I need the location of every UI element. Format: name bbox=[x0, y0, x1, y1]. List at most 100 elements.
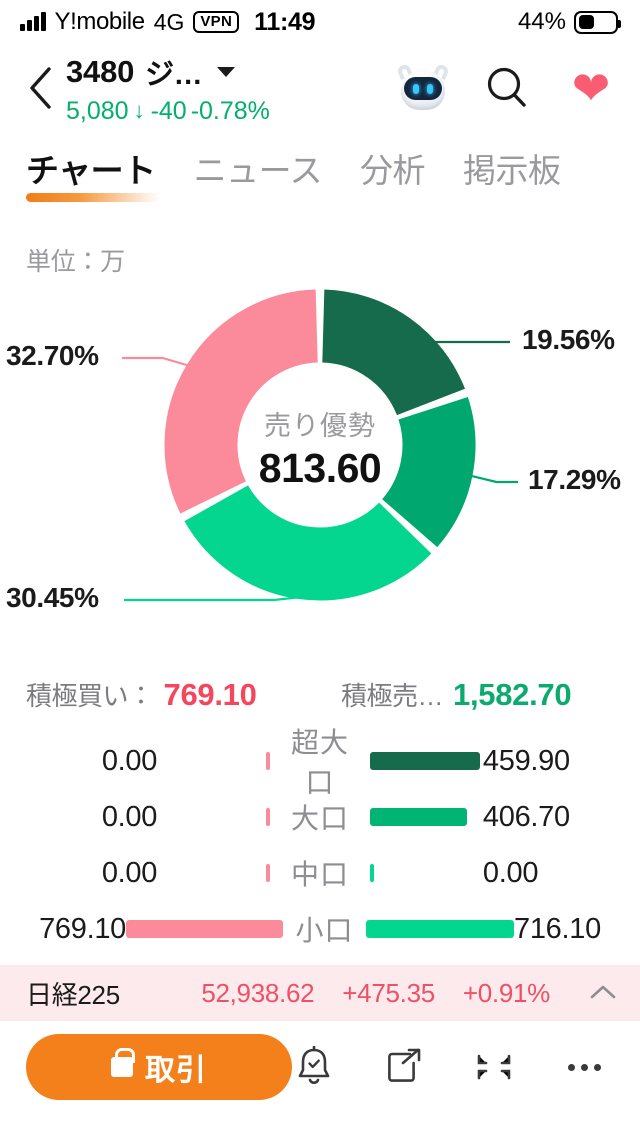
donut-segment bbox=[184, 484, 432, 601]
alert-button[interactable] bbox=[292, 1045, 336, 1089]
caret-down-icon[interactable] bbox=[217, 66, 236, 77]
collapse-icon bbox=[477, 1054, 511, 1080]
tab-news[interactable]: ニュース bbox=[193, 144, 323, 206]
search-button[interactable] bbox=[480, 61, 534, 115]
bar-row-buy-value: 0.00 bbox=[101, 856, 158, 889]
bar-row-label: 中口 bbox=[290, 859, 349, 890]
mascot-button[interactable] bbox=[395, 61, 451, 115]
trade-button[interactable]: 取引 bbox=[26, 1034, 292, 1100]
donut-label-17: 17.29% bbox=[528, 464, 621, 495]
summary-buy-value: 769.10 bbox=[163, 677, 257, 712]
symbol-code: 3480 bbox=[66, 53, 135, 89]
robot-bull-icon bbox=[395, 62, 451, 112]
order-summary: 積極買い： 769.10 積極売… 1,582.70 bbox=[0, 662, 640, 713]
symbol-name: ジ… bbox=[145, 58, 203, 91]
bar-row-sell-track bbox=[362, 864, 483, 882]
bar-row-buy-value: 769.10 bbox=[39, 912, 126, 945]
chevron-left-icon bbox=[30, 67, 51, 109]
battery-icon bbox=[574, 10, 621, 34]
status-bar: Y!mobile 4G VPN 11:49 44% bbox=[0, 0, 640, 44]
summary-sell: 積極売… 1,582.70 bbox=[325, 676, 640, 713]
bar-row-label: 超大口 bbox=[290, 727, 349, 798]
donut-segment bbox=[381, 397, 476, 548]
battery-percent-label: 44% bbox=[517, 8, 566, 35]
tab-analysis[interactable]: 分析 bbox=[360, 144, 426, 206]
leader-line bbox=[407, 318, 510, 344]
donut-chart: 売り優勢 813.60 19.56% 17.29% 30.45% 32.70% bbox=[0, 282, 640, 662]
signal-strength-icon bbox=[20, 12, 46, 31]
trade-button-label: 取引 bbox=[145, 1054, 207, 1087]
donut-label-19: 19.56% bbox=[522, 324, 615, 355]
bar-row-sell-value: 406.70 bbox=[482, 800, 570, 833]
bar-row: 0.00 中口 0.00 bbox=[0, 845, 640, 901]
donut-segments bbox=[164, 289, 476, 601]
share-button[interactable] bbox=[382, 1045, 426, 1089]
clock-label: 11:49 bbox=[254, 7, 316, 36]
tab-news-label: ニュース bbox=[193, 152, 323, 189]
donut-center-value: 813.60 bbox=[258, 445, 382, 491]
bar-row-sell-track bbox=[362, 808, 483, 826]
index-change-percent: +0.91% bbox=[462, 977, 550, 1008]
donut-segment bbox=[321, 289, 465, 417]
leader-line bbox=[124, 596, 301, 602]
bar-row-buy-value: 0.00 bbox=[101, 800, 158, 833]
unit-label: 単位：万 bbox=[26, 248, 125, 276]
bar-row-buy-bar bbox=[266, 808, 271, 826]
leader-line bbox=[122, 356, 189, 367]
donut-segment bbox=[164, 289, 319, 514]
lock-icon bbox=[111, 1048, 135, 1077]
donut-center-title: 売り優勢 bbox=[264, 411, 376, 441]
price-row: 5,080 ↓ -40 -0.78% bbox=[66, 97, 270, 126]
collapse-button[interactable] bbox=[472, 1045, 516, 1089]
search-icon bbox=[487, 67, 526, 107]
price-change-percent: -0.78% bbox=[190, 96, 270, 125]
bar-row-sell-bar bbox=[369, 864, 374, 882]
bar-row-sell-track bbox=[358, 920, 515, 938]
bar-row-sell-bar bbox=[366, 920, 515, 938]
back-button[interactable] bbox=[16, 60, 64, 116]
tab-chart[interactable]: チャート bbox=[26, 144, 160, 206]
bottom-toolbar: 取引 bbox=[0, 1021, 640, 1113]
tab-bar: チャート ニュース 分析 掲示板 bbox=[0, 132, 640, 206]
bar-row-buy-bar bbox=[125, 920, 283, 938]
donut-center-text: 売り優勢 813.60 bbox=[0, 404, 640, 492]
bar-row-buy-bar bbox=[266, 864, 271, 882]
donut-label-32: 32.70% bbox=[6, 340, 99, 371]
donut-chart-svg bbox=[122, 289, 518, 602]
bar-row-buy-bar bbox=[266, 752, 271, 770]
bar-row: 0.00 超大口 459.90 bbox=[0, 727, 640, 798]
tab-analysis-label: 分析 bbox=[360, 152, 426, 189]
price-change: -40 bbox=[150, 96, 187, 125]
leader-line bbox=[470, 474, 518, 484]
alert-bell-icon bbox=[298, 1046, 330, 1084]
index-bar[interactable]: 日経225 52,938.62 +475.35 +0.91% bbox=[0, 965, 640, 1021]
summary-buy-label: 積極買い： bbox=[26, 681, 154, 711]
donut-label-30: 30.45% bbox=[6, 582, 99, 613]
bar-row-sell-value: 716.10 bbox=[514, 912, 601, 945]
tab-board-label: 掲示板 bbox=[463, 152, 561, 189]
tab-board[interactable]: 掲示板 bbox=[463, 144, 561, 206]
favorite-button[interactable]: ❤ bbox=[564, 61, 618, 115]
heart-icon: ❤ bbox=[571, 62, 611, 114]
bar-row-buy-track bbox=[157, 808, 278, 826]
bar-row-buy-track bbox=[125, 920, 291, 938]
chevron-up-icon[interactable] bbox=[588, 978, 618, 1009]
bar-row-buy-track bbox=[157, 864, 278, 882]
index-change: +475.35 bbox=[342, 977, 435, 1008]
summary-buy: 積極買い： 769.10 bbox=[0, 676, 325, 713]
bar-row-label: 大口 bbox=[290, 803, 349, 834]
arrow-down-icon: ↓ bbox=[133, 98, 145, 123]
current-price: 5,080 bbox=[66, 96, 129, 125]
summary-sell-label: 積極売… bbox=[341, 681, 444, 711]
summary-sell-value: 1,582.70 bbox=[453, 677, 572, 712]
more-icon bbox=[567, 1063, 601, 1071]
symbol-title-block[interactable]: 3480 ジ… 5,080 ↓ -40 -0.78% bbox=[66, 51, 270, 126]
index-value: 52,938.62 bbox=[201, 977, 315, 1008]
more-button[interactable] bbox=[562, 1045, 606, 1089]
bar-row-sell-bar bbox=[369, 752, 480, 770]
bar-row-label: 小口 bbox=[295, 915, 354, 946]
donut-leader-lines bbox=[122, 318, 518, 602]
nav-header: 3480 ジ… 5,080 ↓ -40 -0.78% bbox=[0, 44, 640, 132]
tab-chart-label: チャート bbox=[26, 152, 156, 189]
bar-row-sell-track bbox=[362, 752, 483, 770]
